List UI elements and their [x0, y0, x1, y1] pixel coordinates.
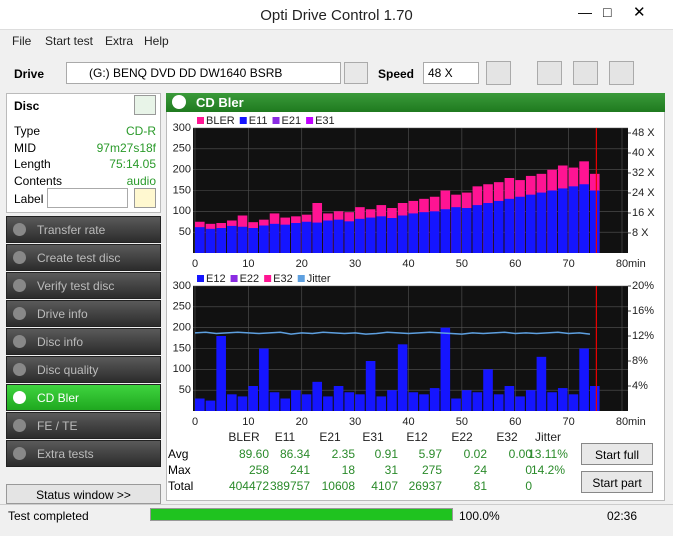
nav-button[interactable]: Verify test disc — [6, 272, 161, 299]
stats-value: 13.11% — [528, 447, 568, 461]
progress-bar — [150, 508, 453, 521]
nav-icon — [13, 279, 26, 292]
menu-item[interactable]: File — [12, 34, 32, 48]
nav-button[interactable]: FE / TE — [6, 412, 161, 439]
disc-field-value: 97m27s18f — [96, 140, 156, 155]
stats-row-label: Max — [168, 463, 191, 477]
nav-button[interactable]: Disc info — [6, 328, 161, 355]
nav-icon — [13, 223, 26, 236]
disc-field-value: 75:14.05 — [109, 157, 156, 171]
stats-header: E31 — [362, 430, 384, 444]
nav-button[interactable]: Transfer rate — [6, 216, 161, 243]
menu-item[interactable]: Extra — [105, 34, 134, 48]
status-separator — [0, 504, 673, 505]
panel-header — [166, 93, 665, 112]
disc-field-label: Length — [14, 157, 51, 171]
nav-button[interactable]: Create test disc — [6, 244, 161, 271]
title-bar — [0, 0, 673, 30]
stats-value: 5.97 — [418, 447, 442, 461]
stats-value: 0 — [525, 479, 532, 493]
stats-value: 89.60 — [238, 447, 269, 461]
disc-field-label: MID — [14, 140, 36, 155]
status-progress: 100.0% — [459, 509, 500, 523]
toolbar-button[interactable] — [573, 61, 598, 85]
maximize[interactable]: □ — [603, 4, 612, 20]
stats-value: 10608 — [321, 479, 355, 493]
status-time: 02:36 — [607, 509, 638, 523]
stats-header: E32 — [496, 430, 518, 444]
disc-field-label: Type — [14, 124, 41, 138]
stats-value: 404472 — [228, 479, 269, 493]
stats-value: 2.35 — [331, 447, 355, 461]
panel-icon — [172, 95, 186, 109]
stats-header: Jitter — [534, 430, 561, 444]
window-title: Opti Drive Control 1.70 — [260, 7, 413, 24]
toolbar-button[interactable] — [486, 61, 511, 85]
status-window-button[interactable]: Status window >> — [6, 484, 161, 504]
nav-icon — [13, 335, 26, 348]
speed-label: Speed — [378, 67, 415, 81]
disc-title: Disc — [14, 99, 40, 113]
nav-icon — [13, 307, 26, 320]
drive-select[interactable]: (G:) BENQ DVD DD DW1640 BSRB — [66, 62, 341, 84]
status-text: Test completed — [8, 509, 89, 523]
nav-button[interactable]: Disc quality — [6, 356, 161, 383]
nav-button[interactable]: Extra tests — [6, 440, 161, 467]
nav-icon — [13, 391, 26, 404]
speed-select[interactable]: 48 X — [423, 62, 479, 84]
disc-field-value: CD-R — [126, 124, 156, 138]
minimize[interactable]: — — [578, 4, 592, 20]
stats-value: 81 — [473, 479, 487, 493]
label-input[interactable] — [47, 188, 128, 208]
nav-button[interactable]: CD Bler — [6, 384, 161, 411]
stats-value: 0.00 — [508, 447, 532, 461]
stats-value: 0.91 — [374, 447, 398, 461]
eject-button[interactable] — [344, 62, 368, 84]
stats-row-label: Avg — [168, 447, 189, 461]
toolbar-button[interactable] — [609, 61, 634, 85]
nav-icon — [13, 251, 26, 264]
stats-value: 18 — [341, 463, 355, 477]
refresh-button[interactable] — [134, 95, 156, 115]
stats-header: E21 — [319, 430, 341, 444]
stats-value: 14.2% — [530, 463, 566, 477]
stats-value: 31 — [384, 463, 398, 477]
label-label: Label — [14, 192, 44, 206]
stats-value: 241 — [289, 463, 310, 477]
menu-item[interactable]: Help — [144, 34, 169, 48]
stats-row-label: Total — [168, 479, 194, 493]
stats-value: 0 — [525, 463, 532, 477]
nav-button[interactable]: Drive info — [6, 300, 161, 327]
disc-field-value: audio — [126, 173, 156, 188]
action-button[interactable]: Start part — [581, 471, 653, 493]
stats-header: BLER — [228, 430, 260, 444]
nav-icon — [13, 447, 26, 460]
panel-title: CD Bler — [196, 95, 244, 110]
nav-icon — [13, 419, 26, 432]
stats-value: 389757 — [269, 479, 310, 493]
action-button[interactable]: Start full — [581, 443, 653, 465]
stats-value: 275 — [421, 463, 442, 477]
close[interactable]: ✕ — [633, 4, 646, 21]
stats-header: E22 — [451, 430, 473, 444]
stats-value: 24 — [473, 463, 487, 477]
stats-value: 258 — [248, 463, 269, 477]
menu-item[interactable]: Start test — [45, 34, 94, 48]
disc-field-label: Contents — [14, 173, 63, 188]
drive-label: Drive — [14, 67, 45, 81]
label-button[interactable] — [134, 188, 156, 208]
stats-value: 0.02 — [463, 447, 487, 461]
nav-icon — [13, 363, 26, 376]
toolbar-button[interactable] — [537, 61, 562, 85]
stats-value: 4107 — [371, 479, 398, 493]
stats-header: E11 — [274, 430, 296, 444]
stats-value: 86.34 — [279, 447, 310, 461]
stats-value: 26937 — [408, 479, 442, 493]
stats-header: E12 — [406, 430, 428, 444]
